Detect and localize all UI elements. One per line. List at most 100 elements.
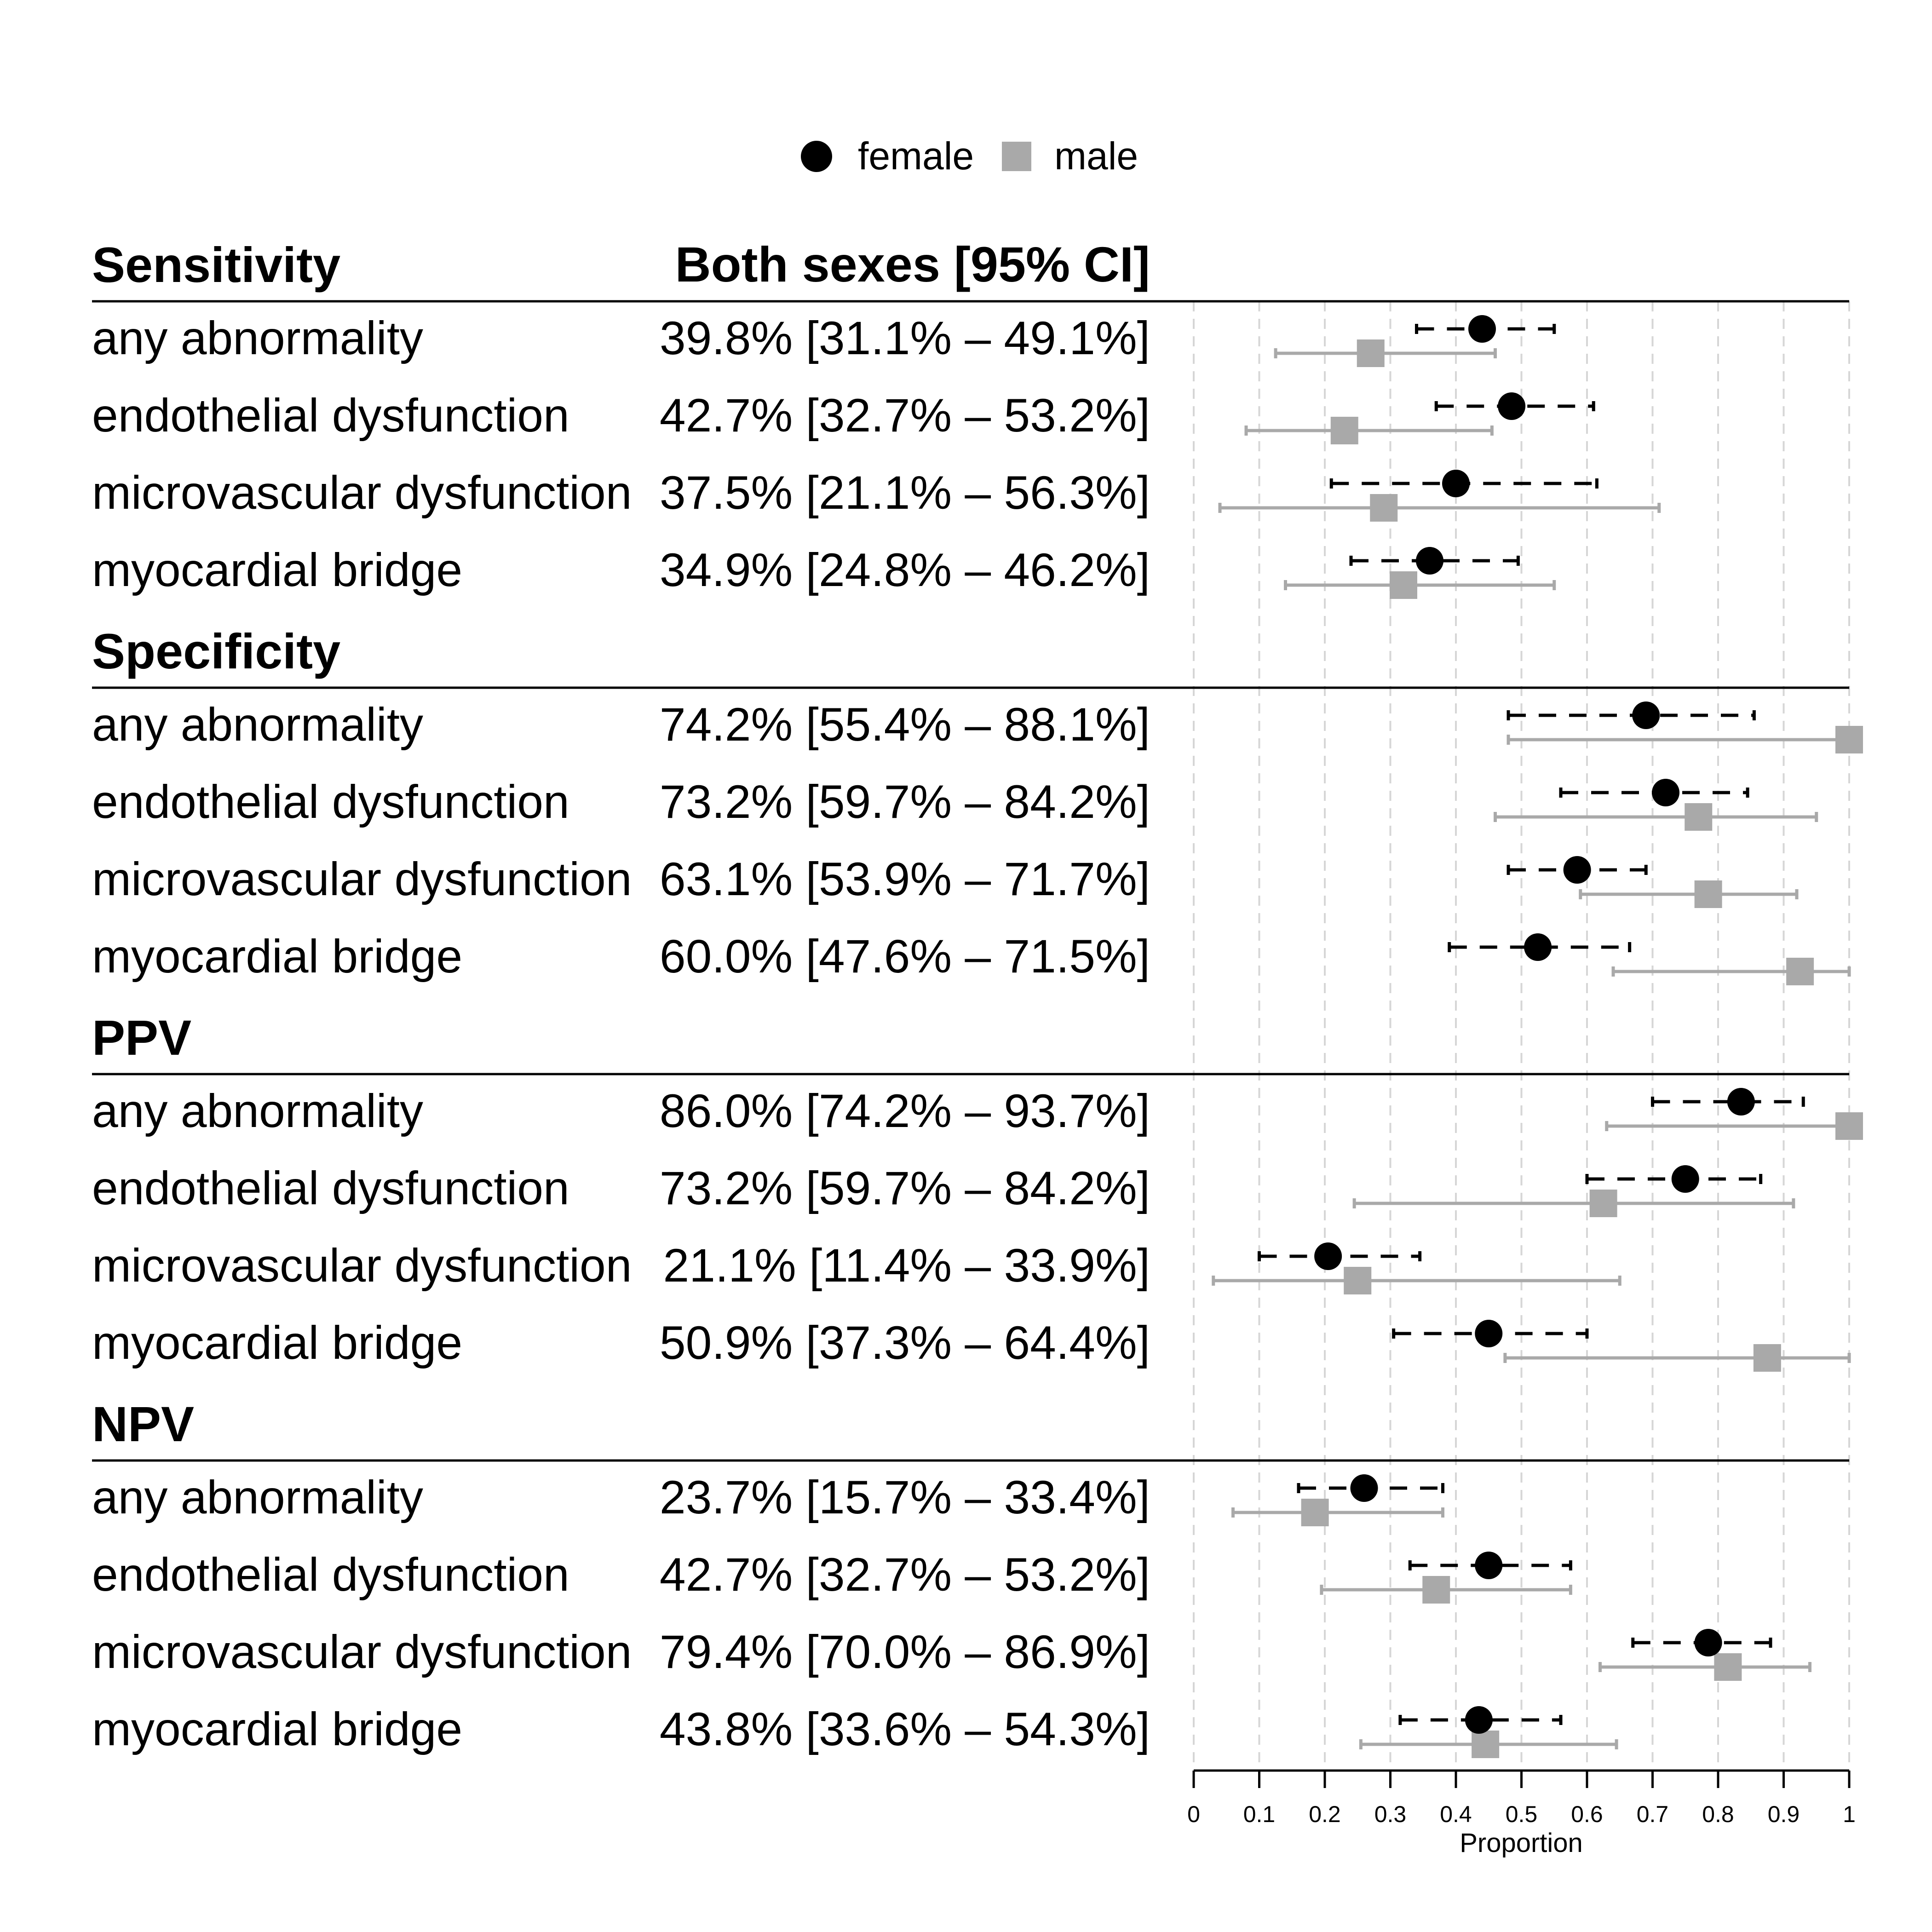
x-tick-label: 0.6	[1571, 1801, 1603, 1827]
legend-female-label: female	[858, 134, 974, 178]
legend-female-marker	[801, 141, 832, 172]
row-label: myocardial bridge	[92, 1317, 462, 1369]
row-both-sexes: 42.7% [32.7% – 53.2%]	[660, 389, 1150, 442]
row-both-sexes: 74.2% [55.4% – 88.1%]	[660, 698, 1150, 751]
table-row: any abnormality 86.0% [74.2% – 93.7%]	[92, 1085, 1863, 1140]
female-point	[1468, 315, 1496, 343]
table-row: microvascular dysfunction 63.1% [53.9% – …	[92, 853, 1799, 908]
female-point	[1314, 1242, 1342, 1270]
male-point	[1835, 726, 1863, 753]
table-row: microvascular dysfunction 37.5% [21.1% – …	[92, 466, 1661, 522]
row-label: microvascular dysfunction	[92, 853, 632, 905]
male-point	[1835, 1112, 1863, 1140]
row-label: any abnormality	[92, 1085, 423, 1137]
male-point	[1370, 494, 1398, 522]
row-both-sexes: 79.4% [70.0% – 86.9%]	[660, 1626, 1150, 1678]
table-row: myocardial bridge 34.9% [24.8% – 46.2%]	[92, 544, 1556, 599]
female-point	[1442, 470, 1470, 497]
row-both-sexes: 21.1% [11.4% – 33.9%]	[663, 1239, 1150, 1292]
row-both-sexes: 34.9% [24.8% – 46.2%]	[660, 544, 1150, 596]
male-point	[1301, 1499, 1329, 1526]
male-point	[1694, 880, 1722, 908]
row-label: endothelial dysfunction	[92, 389, 569, 442]
row-label: endothelial dysfunction	[92, 776, 569, 828]
section-1: Specificity any abnormality 74.2% [55.4% –…	[92, 623, 1863, 985]
row-label: endothelial dysfunction	[92, 1162, 569, 1214]
female-point	[1727, 1088, 1755, 1116]
male-point	[1472, 1731, 1500, 1758]
female-point	[1416, 547, 1443, 575]
x-tick-label: 0.1	[1243, 1801, 1276, 1827]
sections: Sensitivity any abnormality 39.8% [31.1% –…	[92, 237, 1863, 1758]
legend-male-marker	[1002, 142, 1031, 171]
male-point	[1390, 571, 1417, 599]
row-label: microvascular dysfunction	[92, 1626, 632, 1678]
row-label: myocardial bridge	[92, 930, 462, 983]
male-point	[1714, 1653, 1742, 1681]
table-row: microvascular dysfunction 79.4% [70.0% – …	[92, 1626, 1811, 1681]
x-tick-label: 0.3	[1374, 1801, 1407, 1827]
female-point	[1632, 702, 1660, 729]
female-point	[1475, 1320, 1503, 1347]
row-label: microvascular dysfunction	[92, 466, 632, 519]
female-point	[1465, 1706, 1493, 1734]
section-0: Sensitivity any abnormality 39.8% [31.1% –…	[92, 237, 1849, 599]
female-point	[1350, 1474, 1378, 1502]
male-point	[1786, 958, 1814, 985]
row-both-sexes: 60.0% [47.6% – 71.5%]	[660, 930, 1150, 983]
table-row: any abnormality 39.8% [31.1% – 49.1%]	[92, 312, 1556, 367]
row-label: any abnormality	[92, 698, 423, 751]
row-both-sexes: 73.2% [59.7% – 84.2%]	[660, 776, 1150, 828]
row-label: any abnormality	[92, 1471, 423, 1524]
row-both-sexes: 43.8% [33.6% – 54.3%]	[660, 1703, 1150, 1755]
row-both-sexes: 39.8% [31.1% – 49.1%]	[660, 312, 1150, 364]
x-tick-label: 0.4	[1440, 1801, 1472, 1827]
legend-male-label: male	[1054, 134, 1138, 178]
table-row: endothelial dysfunction 73.2% [59.7% – 84…	[92, 1162, 1795, 1217]
x-tick-label: 0.2	[1309, 1801, 1341, 1827]
row-both-sexes: 50.9% [37.3% – 64.4%]	[660, 1317, 1150, 1369]
x-tick-label: 0.5	[1506, 1801, 1538, 1827]
table-row: microvascular dysfunction 21.1% [11.4% – …	[92, 1239, 1622, 1294]
section-title: PPV	[92, 1010, 191, 1065]
row-both-sexes: 86.0% [74.2% – 93.7%]	[660, 1085, 1150, 1137]
x-tick-label: 0.8	[1702, 1801, 1734, 1827]
section-title: NPV	[92, 1396, 194, 1452]
female-point	[1498, 392, 1526, 420]
female-point	[1671, 1165, 1699, 1193]
male-point	[1685, 803, 1713, 831]
legend: female male	[801, 134, 1138, 178]
male-point	[1357, 339, 1385, 367]
male-point	[1589, 1190, 1617, 1217]
x-tick-label: 0	[1187, 1801, 1200, 1827]
female-point	[1694, 1629, 1722, 1656]
male-point	[1344, 1267, 1372, 1294]
row-label: myocardial bridge	[92, 544, 462, 596]
table-row: endothelial dysfunction 42.7% [32.7% – 53…	[92, 389, 1595, 444]
row-label: any abnormality	[92, 312, 423, 364]
x-tick-label: 1	[1843, 1801, 1856, 1827]
female-point	[1475, 1552, 1503, 1579]
table-row: endothelial dysfunction 73.2% [59.7% – 84…	[92, 776, 1818, 831]
grid-lines	[1193, 301, 1850, 1769]
row-both-sexes: 42.7% [32.7% – 53.2%]	[660, 1548, 1150, 1601]
x-axis: 0 0.1 0.2 0.3 0.4 0.5 0.6 0.7 0.8 0.9 1	[1187, 1769, 1856, 1827]
row-both-sexes: 37.5% [21.1% – 56.3%]	[660, 466, 1150, 519]
male-point	[1753, 1344, 1781, 1372]
table-row: myocardial bridge 43.8% [33.6% – 54.3%]	[92, 1703, 1618, 1758]
female-point	[1652, 779, 1679, 806]
row-both-sexes: 73.2% [59.7% – 84.2%]	[660, 1162, 1150, 1214]
row-both-sexes: 63.1% [53.9% – 71.7%]	[660, 853, 1150, 905]
male-point	[1330, 417, 1358, 444]
section-2: PPV any abnormality 86.0% [74.2% – 93.7%] e…	[92, 1010, 1863, 1372]
table-row: endothelial dysfunction 42.7% [32.7% – 53…	[92, 1548, 1572, 1604]
female-point	[1524, 933, 1552, 961]
x-tick-label: 0.7	[1637, 1801, 1669, 1827]
row-label: endothelial dysfunction	[92, 1548, 569, 1601]
row-label: microvascular dysfunction	[92, 1239, 632, 1292]
table-row: myocardial bridge 50.9% [37.3% – 64.4%]	[92, 1317, 1851, 1372]
x-axis-label: Proportion	[1460, 1828, 1583, 1858]
table-row: any abnormality 74.2% [55.4% – 88.1%]	[92, 698, 1863, 753]
column-header-left: Sensitivity	[92, 237, 340, 293]
